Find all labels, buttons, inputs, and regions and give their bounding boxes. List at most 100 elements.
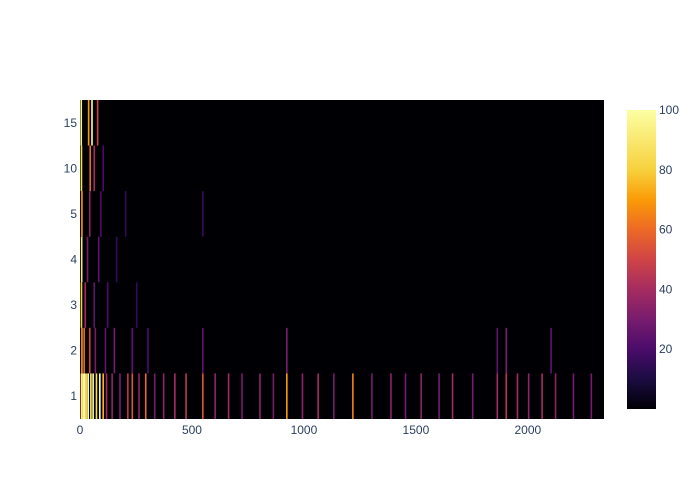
heatmap-cell <box>333 373 335 419</box>
y-tick-label: 4 <box>70 253 77 267</box>
heatmap-cell <box>185 373 187 419</box>
heatmap-cells <box>80 100 593 419</box>
heatmap-cell <box>104 327 107 374</box>
x-tick-label: 2000 <box>515 423 542 437</box>
plot-background <box>80 100 604 419</box>
heatmap-cell <box>97 236 100 283</box>
x-tick-label: 500 <box>182 423 202 437</box>
heatmap-cell <box>162 373 165 419</box>
heatmap-cell <box>301 373 304 419</box>
heatmap-cell <box>438 373 440 419</box>
heatmap-cell <box>550 327 552 374</box>
colorbar-tick-label: 80 <box>659 163 673 177</box>
y-tick-label: 5 <box>70 207 77 221</box>
heatmap-cell <box>147 327 149 374</box>
heatmap-cell <box>259 373 261 419</box>
colorbar-tick-label: 40 <box>659 282 673 296</box>
heatmap-cell <box>80 145 83 192</box>
heatmap-cell <box>96 100 99 146</box>
heatmap-cell <box>241 373 243 419</box>
heatmap-cell <box>87 373 89 419</box>
heatmap-cell <box>272 373 275 419</box>
heatmap-cell <box>94 327 97 374</box>
heatmap-cell <box>88 191 91 237</box>
heatmap-cell <box>80 282 83 328</box>
heatmap-cell <box>111 373 113 419</box>
heatmap-cell <box>127 373 129 419</box>
heatmap-cell <box>84 373 86 419</box>
heatmap-cell <box>202 327 204 374</box>
heatmap-cell <box>95 373 98 419</box>
heatmap-cell <box>115 236 118 283</box>
heatmap-cell <box>131 373 134 419</box>
heatmap-cell <box>93 145 96 192</box>
heatmap-cell <box>81 373 83 419</box>
heatmap-cell <box>317 373 319 419</box>
heatmap-cell <box>174 373 176 419</box>
heatmap-cell <box>202 191 204 237</box>
heatmap-cell <box>106 282 109 328</box>
heatmap-cell <box>541 373 543 419</box>
y-tick-label: 10 <box>64 161 78 175</box>
heatmap-cell <box>88 327 91 374</box>
heatmap-cell <box>135 282 138 328</box>
heatmap-cell <box>124 191 127 237</box>
y-tick-label: 15 <box>64 116 78 130</box>
heatmap-cell <box>144 373 147 419</box>
heatmap-cell <box>572 373 575 419</box>
heatmap-cell <box>286 373 288 419</box>
heatmap-cell <box>286 327 288 374</box>
colorbar-tick-label: 20 <box>659 342 673 356</box>
heatmap-cell <box>100 191 102 237</box>
heatmap-cell <box>80 100 83 146</box>
heatmap-cell <box>227 373 230 419</box>
heatmap-cell <box>83 327 85 374</box>
heatmap-cell <box>82 373 85 419</box>
colorbar-axis: 20 40 60 80 100 <box>659 103 679 356</box>
heatmap-cell <box>138 373 140 419</box>
x-tick-label: 0 <box>77 423 84 437</box>
heatmap-cell <box>153 373 156 419</box>
heatmap-cell <box>516 373 519 419</box>
x-tick-label: 1000 <box>291 423 318 437</box>
y-axis: 1 2 3 4 5 10 15 <box>64 116 78 403</box>
y-tick-label: 1 <box>70 389 77 403</box>
heatmap-cell <box>87 100 90 146</box>
heatmap-cell <box>105 373 108 419</box>
colorbar <box>627 110 656 409</box>
heatmap-cell <box>90 373 92 419</box>
heatmap-cell <box>404 373 407 419</box>
heatmap-cell <box>214 373 216 419</box>
heatmap-cell <box>81 327 83 374</box>
heatmap-cell <box>505 373 508 419</box>
colorbar-tick-label: 60 <box>659 223 673 237</box>
heatmap-cell <box>102 145 104 192</box>
heatmap-cell <box>496 373 499 419</box>
heatmap-cell <box>505 327 508 374</box>
heatmap-cell <box>202 373 204 419</box>
heatmap-cell <box>590 373 593 419</box>
heatmap-cell <box>131 327 134 374</box>
heatmap-cell <box>371 373 373 419</box>
heatmap-cell <box>84 282 87 328</box>
heatmap-cell <box>420 373 422 419</box>
heatmap-cell <box>89 145 92 192</box>
heatmap-cell <box>352 373 354 419</box>
heatmap-cell <box>85 373 88 419</box>
heatmap-cell <box>496 327 499 374</box>
heatmap-cell <box>86 236 89 283</box>
heatmap-cell <box>102 373 104 419</box>
heatmap-cell <box>390 373 392 419</box>
y-tick-label: 3 <box>70 298 77 312</box>
colorbar-tick-label: 100 <box>659 103 679 117</box>
heatmap-cell <box>80 236 83 283</box>
y-tick-label: 2 <box>70 344 77 358</box>
heatmap-cell <box>119 373 121 419</box>
x-tick-label: 1500 <box>403 423 430 437</box>
heatmap-cell <box>471 373 474 419</box>
heatmap-cell <box>451 373 454 419</box>
heatmap-cell <box>554 373 557 419</box>
heatmap-cell <box>81 191 83 237</box>
heatmap-cell <box>93 282 96 328</box>
heatmap-cell <box>91 100 93 146</box>
